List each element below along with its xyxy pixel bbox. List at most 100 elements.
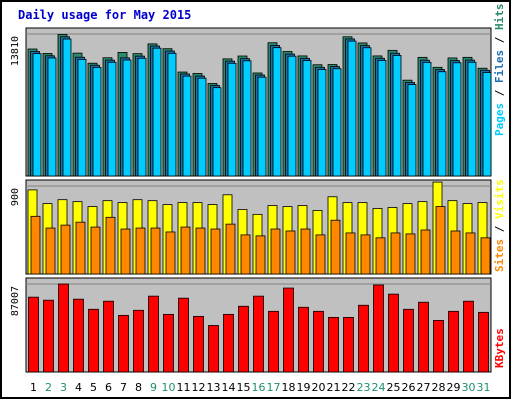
usage-max-label: 13810	[10, 36, 21, 66]
pages-bar-27	[422, 61, 432, 177]
kbytes-bar-18	[283, 287, 294, 373]
day-label-20: 20	[312, 381, 326, 394]
kbytes-bar-16	[253, 295, 264, 373]
kbytes-bar-29	[448, 310, 459, 373]
sites-bar-27	[420, 229, 431, 275]
day-label-29: 29	[447, 381, 461, 394]
day-label-24: 24	[372, 381, 386, 394]
pages-bar-12	[197, 77, 207, 177]
sites-bar-17	[270, 228, 281, 275]
kbytes-bar-20	[313, 310, 324, 373]
kbytes-legend: KBytes	[493, 328, 506, 368]
kbytes-bar-13	[208, 325, 219, 373]
kbytes-bar-5	[88, 308, 99, 373]
sites-bar-4	[75, 221, 86, 275]
pages-bar-23	[362, 47, 372, 177]
kbytes-bar-30	[463, 300, 474, 373]
pages-bar-8	[137, 57, 147, 177]
kbytes-bar-22	[343, 316, 354, 373]
day-label-11: 11	[177, 381, 191, 394]
pages-bar-6	[107, 61, 117, 177]
pages-bar-29	[452, 62, 462, 177]
pages-bar-17	[272, 47, 282, 177]
day-label-8: 8	[135, 381, 142, 394]
pages-bar-24	[377, 60, 387, 177]
kbytes-bar-25	[388, 293, 399, 373]
day-label-12: 12	[192, 381, 206, 394]
day-label-16: 16	[252, 381, 266, 394]
sites-bar-23	[360, 234, 371, 275]
kbytes-bar-15	[238, 305, 249, 373]
chart-title: Daily usage for May 2015	[18, 8, 191, 22]
sites-bar-31	[480, 237, 491, 275]
day-label-5: 5	[90, 381, 97, 394]
day-label-30: 30	[462, 381, 476, 394]
sites-bar-21	[330, 219, 341, 275]
day-label-28: 28	[432, 381, 446, 394]
sites-bar-6	[105, 216, 116, 275]
pages-bar-10	[167, 52, 177, 177]
day-label-21: 21	[327, 381, 341, 394]
sites-bar-5	[90, 226, 101, 275]
day-label-15: 15	[237, 381, 251, 394]
day-label-31: 31	[477, 381, 491, 394]
pages-bar-3	[62, 38, 72, 177]
pages-bar-25	[392, 54, 402, 177]
pages-bar-7	[122, 59, 132, 177]
sites-bar-24	[375, 237, 386, 275]
day-label-2: 2	[45, 381, 52, 394]
kbytes-bar-31	[478, 311, 489, 373]
pages-bar-5	[92, 67, 102, 177]
visitors-max-label: 900	[10, 188, 21, 206]
sites-bar-11	[180, 226, 191, 275]
kbytes-bar-26	[403, 308, 414, 373]
pages-bar-21	[332, 68, 342, 177]
sites-bar-19	[300, 228, 311, 275]
kbytes-bar-23	[358, 304, 369, 373]
day-label-6: 6	[105, 381, 112, 394]
kbytes-bar-21	[328, 316, 339, 373]
day-label-9: 9	[150, 381, 157, 394]
sites-bar-10	[165, 231, 176, 275]
pages-bar-20	[317, 69, 327, 177]
sites-bar-3	[60, 224, 71, 275]
kbytes-bar-24	[373, 284, 384, 373]
day-label-14: 14	[222, 381, 236, 394]
pages-bar-28	[437, 71, 447, 177]
pages-bar-2	[47, 57, 57, 177]
day-label-27: 27	[417, 381, 431, 394]
kbytes-bar-11	[178, 297, 189, 373]
kbytes-bar-3	[58, 283, 69, 373]
kbytes-bar-12	[193, 315, 204, 373]
day-label-19: 19	[297, 381, 311, 394]
kbytes-bar-14	[223, 313, 234, 373]
day-label-17: 17	[267, 381, 281, 394]
pages-bar-9	[152, 47, 162, 177]
kbytes-bar-7	[118, 314, 129, 373]
sites-bar-20	[315, 234, 326, 275]
kbytes-bar-27	[418, 301, 429, 373]
pages-bar-22	[347, 40, 357, 177]
kbytes-bar-6	[103, 300, 114, 373]
sites-bar-7	[120, 228, 131, 275]
sites-bar-29	[450, 230, 461, 275]
kbytes-bar-1	[28, 296, 39, 373]
pages-bar-14	[227, 62, 237, 177]
usage-legend: Pages / Files / Hits	[493, 4, 506, 137]
sites-bar-28	[435, 206, 446, 275]
pages-bar-4	[77, 58, 87, 177]
kbytes-bar-9	[148, 295, 159, 373]
pages-bar-15	[242, 60, 252, 177]
day-label-7: 7	[120, 381, 127, 394]
day-label-26: 26	[402, 381, 416, 394]
sites-bar-1	[30, 215, 41, 275]
sites-bar-22	[345, 232, 356, 275]
kbytes-bar-4	[73, 298, 84, 373]
day-label-13: 13	[207, 381, 221, 394]
pages-bar-30	[467, 61, 477, 177]
sites-bar-18	[285, 230, 296, 275]
pages-bar-26	[407, 84, 417, 177]
pages-bar-1	[32, 53, 42, 177]
pages-bar-18	[287, 55, 297, 177]
